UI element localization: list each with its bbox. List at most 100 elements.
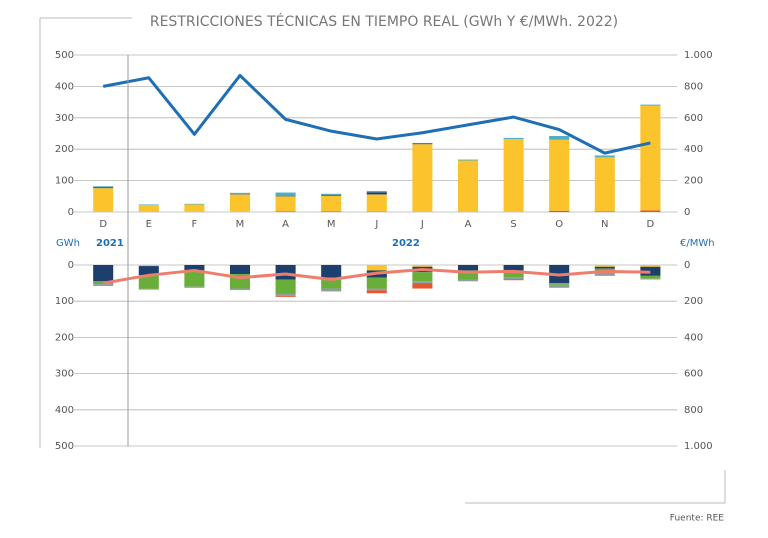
y2-tick-label: 600 xyxy=(684,113,703,124)
bar-segment xyxy=(412,281,433,284)
bar-segment xyxy=(366,288,387,291)
bar-segment xyxy=(321,277,342,289)
bar-segment xyxy=(275,192,296,196)
y-tick-label: 400 xyxy=(55,81,74,92)
bar-segment xyxy=(138,265,159,267)
bar-segment xyxy=(321,211,342,212)
y-tick-label: 200 xyxy=(55,144,74,155)
bar-segment xyxy=(275,293,296,296)
bar-segment xyxy=(229,194,251,212)
y2-tick-label: 800 xyxy=(684,405,703,416)
y-tick-label: 200 xyxy=(55,332,74,343)
bar-segment xyxy=(184,286,205,288)
chart-title: RESTRICCIONES TÉCNICAS EN TIEMPO REAL (G… xyxy=(150,13,618,30)
y2-tick-label: 1.000 xyxy=(684,50,713,61)
y-axis-label: GWh xyxy=(56,238,80,249)
line xyxy=(102,268,651,285)
bar-segment xyxy=(366,194,387,212)
bar-segment xyxy=(275,211,296,212)
bar-segment xyxy=(503,265,524,271)
x-tick-label: F xyxy=(192,219,198,230)
x-tick-label: J xyxy=(374,219,378,230)
y-tick-label: 500 xyxy=(55,50,74,61)
y2-tick-label: 400 xyxy=(684,144,703,155)
y2-tick-label: 600 xyxy=(684,369,703,380)
bar-segment xyxy=(138,288,159,290)
bar-segment xyxy=(412,265,433,267)
bar-segment xyxy=(366,265,387,271)
y-tick-label: 300 xyxy=(55,369,74,380)
x-tick-label: D xyxy=(647,219,655,230)
bar-segment xyxy=(366,190,387,193)
bar-segment xyxy=(366,290,387,294)
y-tick-label: 100 xyxy=(55,296,74,307)
bar-segment xyxy=(503,277,524,280)
line xyxy=(102,73,651,155)
bar-segment xyxy=(229,288,251,290)
bar-segment xyxy=(640,105,661,211)
bar-segment xyxy=(503,137,524,140)
year-label: 2022 xyxy=(392,238,420,249)
bar-segment xyxy=(93,284,114,286)
x-tick-label: O xyxy=(555,219,563,230)
bar-segment xyxy=(275,195,296,197)
bar-segment xyxy=(93,188,114,212)
bar-segment xyxy=(184,204,205,212)
bar-segment xyxy=(138,266,159,276)
year-label: 2021 xyxy=(96,238,124,249)
bar-segment xyxy=(594,272,615,276)
bar-segment xyxy=(366,192,387,195)
bar-segment xyxy=(457,270,479,280)
y-tick-label: 100 xyxy=(55,176,74,187)
bar-segment xyxy=(457,279,479,282)
x-tick-label: D xyxy=(99,219,107,230)
y2-tick-label: 0 xyxy=(684,260,690,271)
bar-segment xyxy=(503,270,524,278)
bar-segment xyxy=(275,196,296,212)
bar-segment xyxy=(594,157,615,212)
bar-segment xyxy=(549,210,570,212)
y-tick-label: 500 xyxy=(55,441,74,452)
bar-segment xyxy=(138,275,159,289)
bar-segment xyxy=(594,265,615,267)
bar-segment xyxy=(366,277,387,289)
y-tick-label: 0 xyxy=(68,260,74,271)
bar-segment xyxy=(594,266,615,269)
bar-segment xyxy=(93,186,114,188)
x-tick-label: N xyxy=(601,219,608,230)
bar-segment xyxy=(321,194,342,196)
bar-segment xyxy=(412,144,433,212)
y2-tick-label: 200 xyxy=(684,296,703,307)
x-tick-label: S xyxy=(510,219,516,230)
bar-segment xyxy=(594,211,615,212)
x-tick-label: A xyxy=(282,219,289,230)
bar-segment xyxy=(93,265,114,282)
y2-tick-label: 0 xyxy=(684,207,690,218)
bar-segment xyxy=(138,205,159,212)
y-tick-label: 400 xyxy=(55,405,74,416)
bar-segment xyxy=(275,279,296,294)
bar-segment xyxy=(275,295,296,297)
bar-segment xyxy=(640,104,661,106)
bar-segment xyxy=(412,142,433,144)
bar-segment xyxy=(457,160,479,212)
x-tick-label: E xyxy=(146,219,152,230)
bar-segment xyxy=(321,193,342,195)
bar-segment xyxy=(412,283,433,289)
bar-segment xyxy=(640,265,661,267)
y2-tick-label: 1.000 xyxy=(684,441,713,452)
bar-segment xyxy=(503,139,524,212)
bar-segment xyxy=(640,210,661,212)
x-tick-label: J xyxy=(420,219,424,230)
bar-segment xyxy=(412,272,433,282)
bar-segment xyxy=(229,192,251,195)
bar-segment xyxy=(549,284,570,288)
y2-tick-label: 400 xyxy=(684,332,703,343)
bar-segment xyxy=(275,265,296,280)
bar-segment xyxy=(229,265,251,275)
bar-segment xyxy=(640,278,661,280)
bar-segment xyxy=(457,159,479,161)
x-tick-label: M xyxy=(327,219,336,230)
bar-segment xyxy=(321,195,342,212)
